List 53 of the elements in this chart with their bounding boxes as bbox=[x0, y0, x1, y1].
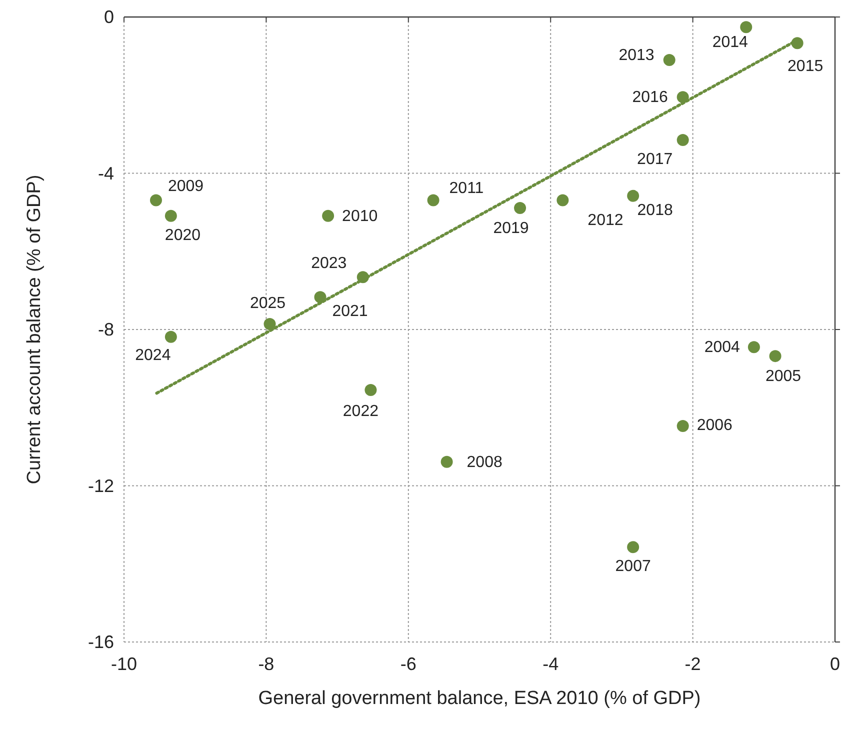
annotation: 2019 bbox=[493, 220, 529, 238]
point bbox=[769, 350, 782, 362]
x-tick-label: -2 bbox=[684, 654, 701, 674]
annotation: 2015 bbox=[788, 58, 824, 76]
annotation: 2025 bbox=[250, 295, 286, 312]
point bbox=[627, 541, 640, 554]
y-tick-label: -12 bbox=[88, 476, 114, 496]
annotation: 2014 bbox=[712, 34, 748, 52]
annotation: 2008 bbox=[466, 454, 502, 471]
annotation: 2020 bbox=[164, 226, 201, 244]
point bbox=[556, 194, 569, 206]
y-tick-label: -8 bbox=[98, 320, 114, 340]
point bbox=[440, 456, 453, 468]
point bbox=[427, 194, 440, 206]
annotation: 2013 bbox=[618, 46, 654, 64]
annotation: 2017 bbox=[637, 151, 673, 168]
annotation: 2005 bbox=[765, 368, 802, 386]
annotation: 2006 bbox=[696, 416, 733, 434]
y-tick-label: -4 bbox=[98, 163, 114, 184]
point bbox=[740, 21, 752, 34]
y-tick-label: -16 bbox=[88, 632, 114, 652]
point bbox=[676, 420, 689, 432]
point bbox=[748, 341, 760, 354]
annotation: 2011 bbox=[449, 180, 484, 198]
x-tick-label: -6 bbox=[400, 654, 416, 674]
annotation: 2009 bbox=[168, 178, 204, 196]
y-tick-label: 0 bbox=[104, 7, 114, 27]
x-tick-label: -10 bbox=[110, 654, 138, 674]
point bbox=[164, 210, 177, 222]
annotation: 2007 bbox=[615, 558, 651, 576]
annotation: 2023 bbox=[311, 255, 347, 272]
annotation: 2016 bbox=[632, 89, 668, 106]
point bbox=[627, 190, 640, 202]
annotation: 2010 bbox=[342, 208, 378, 225]
point bbox=[322, 210, 334, 222]
x-tick-label: -8 bbox=[258, 654, 274, 674]
x-axis-title: General government balance, ESA 2010 (% of GDP) bbox=[258, 688, 701, 709]
annotation: 2004 bbox=[704, 339, 740, 356]
x-tick-label: 0 bbox=[830, 654, 840, 674]
point bbox=[364, 384, 377, 396]
annotation: 2021 bbox=[332, 303, 368, 320]
annotation: 2024 bbox=[135, 346, 171, 364]
annotation: 2022 bbox=[342, 403, 379, 420]
point bbox=[676, 134, 689, 146]
point bbox=[164, 330, 177, 343]
annotation: 2012 bbox=[588, 212, 624, 230]
point bbox=[663, 54, 676, 66]
y-axis-title: Current account balance (% of GDP) bbox=[24, 174, 45, 484]
annotation: 2018 bbox=[637, 202, 673, 219]
point bbox=[514, 202, 526, 214]
x-tick-label: -4 bbox=[542, 654, 559, 674]
point bbox=[264, 318, 276, 330]
point bbox=[150, 194, 162, 206]
